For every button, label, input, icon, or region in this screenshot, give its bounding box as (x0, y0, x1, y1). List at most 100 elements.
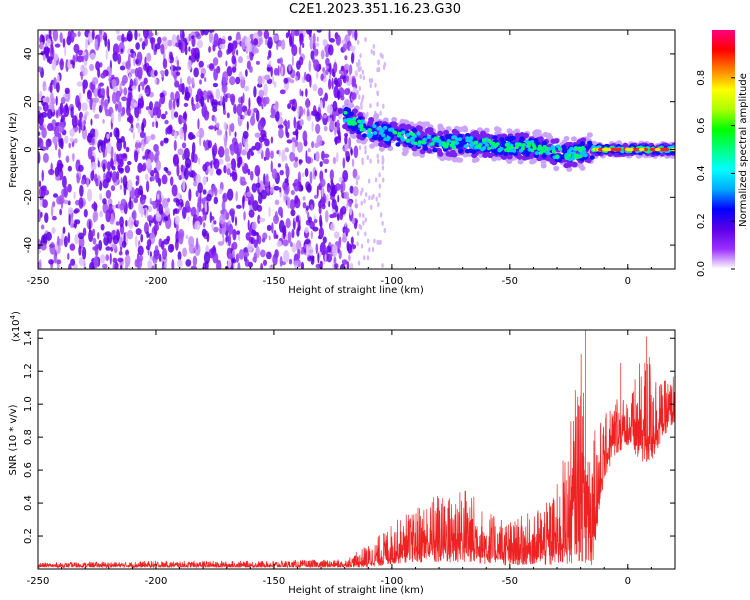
spectrogram-signal-blob (361, 133, 368, 138)
spectrogram-noise-blob (279, 89, 286, 95)
spectrogram-noise-blob (226, 188, 234, 201)
spectrogram-noise-blob (206, 233, 210, 243)
spectrogram-noise-blob (78, 232, 85, 240)
spectrogram-noise-blob (267, 36, 273, 49)
spectrogram-noise-blob (321, 186, 324, 197)
spectrogram-noise-blob (202, 189, 207, 195)
spectrogram-noise-blob (246, 191, 252, 198)
spectrogram-noise-blob (366, 154, 370, 160)
spectrogram-noise-blob (200, 73, 205, 79)
spectrogram-noise-blob (213, 158, 220, 170)
spectrogram-noise-blob (59, 58, 64, 71)
spectrogram-noise-blob (254, 164, 261, 177)
spectrogram-noise-blob (160, 214, 165, 220)
spectrogram-noise-blob (252, 112, 255, 119)
spectrogram-noise-blob (167, 243, 174, 253)
spectrogram-noise-blob (364, 217, 367, 223)
spectrogram-noise-blob (290, 30, 296, 38)
spectrogram-noise-blob (185, 234, 189, 240)
spectrogram-noise-blob (146, 239, 152, 247)
spectrogram-noise-blob (71, 32, 77, 38)
spectrogram-noise-blob (163, 260, 167, 269)
spectrogram-noise-blob (285, 217, 291, 229)
spectrogram-noise-blob (115, 30, 120, 35)
spectrogram-noise-blob (332, 156, 337, 165)
spectrogram-noise-blob (344, 55, 348, 61)
spectrogram-noise-blob (231, 55, 237, 65)
spectrogram-signal-blob (439, 136, 445, 142)
spectrogram-noise-blob (148, 101, 154, 111)
spectrogram-signal-blob (484, 133, 491, 139)
spectrogram-x-ticks: -250 -200 -150 -100 -50 0 (27, 30, 676, 287)
spectrogram-noise-blob (97, 174, 101, 187)
spectrogram-noise-blob (376, 239, 379, 245)
spectrogram-noise-blob (359, 53, 362, 59)
spectrogram-noise-blob (251, 183, 258, 193)
spectrogram-noise-blob (212, 57, 219, 66)
spectrogram-signal-blob (417, 140, 422, 144)
spectrogram-noise-blob (358, 61, 361, 67)
spectrogram-noise-blob (120, 48, 124, 53)
spectrogram-noise-blob (52, 193, 59, 198)
spectrogram-noise-blob (155, 213, 162, 222)
spectrogram-noise-blob (169, 51, 173, 61)
spectrogram-noise-blob (358, 145, 362, 151)
spectrogram-noise-blob (326, 245, 332, 253)
spectrogram-noise-blob (180, 77, 183, 86)
spectrogram-noise-blob (135, 257, 143, 269)
spectrogram-noise-blob (242, 92, 245, 104)
spectrogram-noise-blob (208, 30, 215, 33)
spectrogram-noise-blob (286, 139, 293, 144)
spectrogram-noise-blob (294, 156, 299, 162)
spectrogram-noise-blob (305, 244, 310, 258)
spectrogram-noise-blob (90, 52, 96, 60)
spectrogram-noise-blob (177, 259, 183, 268)
spectrogram-noise-blob (247, 199, 252, 206)
spectrogram-noise-blob (208, 46, 211, 53)
spectrogram-noise-blob (279, 57, 283, 65)
spectrogram-noise-blob (302, 196, 306, 201)
spectrogram-noise-blob (256, 95, 262, 104)
spectrogram-x-tick-label: 0 (625, 276, 631, 287)
spectrogram-noise-blob (67, 252, 70, 261)
spectrogram-signal-blob (351, 126, 357, 132)
spectrogram-signal-blob (397, 133, 402, 138)
spectrogram-noise-blob (182, 112, 188, 120)
spectrogram-noise-blob (109, 131, 113, 138)
spectrogram-noise-blob (50, 125, 54, 131)
spectrogram-noise-blob (311, 121, 314, 132)
spectrogram-noise-blob (340, 180, 346, 193)
spectrogram-noise-blob (319, 219, 323, 229)
spectrogram-noise-blob (111, 243, 117, 250)
spectrogram-noise-blob (222, 71, 229, 85)
spectrogram-noise-blob (93, 88, 99, 98)
spectrogram-noise-blob (359, 225, 363, 231)
spectrogram-noise-blob (111, 171, 118, 183)
spectrogram-noise-blob (328, 30, 331, 42)
spectrogram-noise-blob (83, 120, 87, 126)
spectrogram-noise-blob (56, 109, 59, 118)
spectrogram-noise-blob (220, 209, 224, 215)
spectrogram-noise-blob (181, 206, 187, 219)
spectrogram-noise-blob (288, 63, 292, 72)
spectrogram-signal-blob (578, 154, 583, 159)
snr-y-tick-label: 0.6 (23, 462, 34, 478)
spectrogram-noise-blob (121, 61, 127, 66)
spectrogram-noise-blob (184, 157, 192, 169)
spectrogram-noise-blob (44, 212, 49, 224)
spectrogram-noise-blob (247, 242, 254, 253)
spectrogram-noise-blob (347, 30, 352, 37)
spectrogram-noise-blob (70, 106, 74, 119)
spectrogram-noise-blob (274, 100, 279, 113)
spectrogram-noise-blob (289, 79, 295, 84)
spectrogram-noise-blob (56, 73, 60, 85)
spectrogram-noise-blob (312, 105, 317, 116)
spectrogram-noise-blob (343, 227, 350, 234)
spectrogram-noise-blob (365, 114, 368, 120)
spectrogram-noise-blob (142, 30, 149, 39)
spectrogram-signal-blob (437, 130, 444, 137)
spectrogram-noise-blob (343, 191, 350, 200)
spectrogram-signal-blob (532, 146, 537, 151)
spectrogram-noise-blob (213, 196, 219, 205)
spectrogram-signal-blob (517, 159, 524, 165)
